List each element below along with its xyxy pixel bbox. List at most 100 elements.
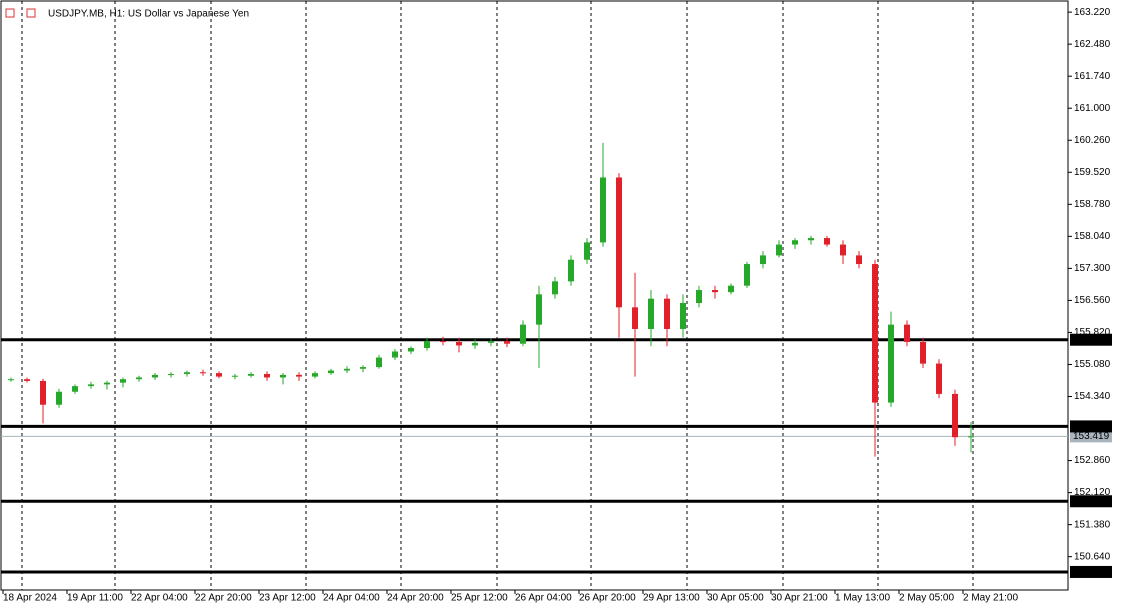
- y-tick-label: 154.340: [1074, 391, 1111, 402]
- current-price-label: 153.419: [1073, 431, 1110, 442]
- candle-body: [472, 342, 478, 346]
- candle-body: [200, 372, 206, 374]
- level-label: 150.287: [1073, 567, 1110, 578]
- x-tick-label: 29 Apr 13:00: [643, 593, 700, 604]
- candle-body: [936, 363, 942, 394]
- candle-body: [440, 341, 446, 343]
- candle-body: [360, 367, 366, 369]
- x-tick-label: 24 Apr 20:00: [387, 593, 444, 604]
- price-label-bg: [1070, 495, 1112, 508]
- candle-body: [344, 368, 350, 371]
- y-tick-label: 158.780: [1074, 199, 1111, 210]
- candle-body: [776, 244, 782, 256]
- candle-body: [632, 307, 638, 329]
- x-tick-label: 18 Apr 2024: [3, 593, 57, 604]
- candle-body: [792, 240, 798, 245]
- candle-body: [296, 374, 302, 377]
- candle-body: [680, 303, 686, 329]
- icon: [5, 8, 15, 18]
- candle-body: [664, 298, 670, 329]
- candle-body: [408, 348, 414, 352]
- candle-body: [968, 436, 974, 438]
- y-tick-label: 161.740: [1074, 71, 1111, 82]
- candle-body: [504, 341, 510, 344]
- candle-body: [264, 373, 270, 378]
- price-label-bg: [1070, 565, 1112, 578]
- candle-body: [104, 382, 110, 385]
- x-tick-label: 26 Apr 04:00: [515, 593, 572, 604]
- candle-body: [280, 374, 286, 378]
- x-tick-label: 24 Apr 04:00: [323, 593, 380, 604]
- y-tick-label: 160.260: [1074, 135, 1111, 146]
- candle-body: [40, 380, 46, 405]
- candle-body: [456, 341, 462, 346]
- candle-body: [376, 357, 382, 368]
- y-tick-label: 157.300: [1074, 263, 1111, 274]
- x-tick-label: 22 Apr 20:00: [195, 593, 252, 604]
- candle-body: [488, 341, 494, 343]
- x-tick-label: 30 Apr 05:00: [707, 593, 764, 604]
- candle-body: [744, 264, 750, 286]
- price-label-bg: [1070, 333, 1112, 346]
- candle-body: [328, 370, 334, 374]
- x-tick-label: 2 May 21:00: [963, 593, 1018, 604]
- candle-body: [392, 351, 398, 358]
- candle-body: [248, 373, 254, 376]
- x-tick-label: 25 Apr 12:00: [451, 593, 508, 604]
- candle-body: [856, 255, 862, 265]
- x-tick-label: 26 Apr 20:00: [579, 593, 636, 604]
- candle-body: [136, 377, 142, 380]
- y-tick-label: 155.820: [1074, 327, 1111, 338]
- plot-frame: [0, 0, 1069, 591]
- candle-body: [8, 379, 14, 381]
- candle-body: [872, 264, 878, 403]
- candle-body: [584, 242, 590, 260]
- y-tick-label: 159.520: [1074, 167, 1111, 178]
- candle-body: [808, 238, 814, 241]
- x-tick-label: 22 Apr 04:00: [131, 593, 188, 604]
- candle-body: [88, 384, 94, 387]
- candle-body: [216, 373, 222, 377]
- candle-body: [696, 290, 702, 304]
- y-tick-label: 163.220: [1074, 7, 1111, 18]
- y-tick-label: 155.080: [1074, 359, 1111, 370]
- candle-body: [728, 285, 734, 293]
- candle-body: [24, 379, 30, 381]
- candle-body: [520, 324, 526, 344]
- candle-body: [760, 255, 766, 265]
- candle-body: [616, 177, 622, 308]
- y-tick-label: 161.000: [1074, 103, 1111, 114]
- price-label-bg: [1070, 420, 1112, 433]
- icon: [26, 8, 36, 18]
- x-tick-label: 2 May 05:00: [899, 593, 954, 604]
- candle-body: [72, 386, 78, 392]
- level-label: 153.649: [1073, 421, 1110, 432]
- y-tick-label: 162.480: [1074, 39, 1111, 50]
- candle-body: [312, 373, 318, 377]
- candle-body: [600, 177, 606, 243]
- candle-body: [552, 281, 558, 295]
- y-tick-label: 150.640: [1074, 551, 1111, 562]
- candle-body: [424, 341, 430, 349]
- x-tick-label: 30 Apr 21:00: [771, 593, 828, 604]
- candle-body: [152, 374, 158, 378]
- candle-body: [536, 294, 542, 325]
- candle-body: [712, 290, 718, 293]
- candle-body: [232, 375, 238, 377]
- price-label-bg: [1070, 430, 1112, 443]
- x-tick-label: 19 Apr 11:00: [67, 593, 123, 604]
- chart-title: USDJPY.MB, H1: US Dollar vs Japanese Yen: [48, 9, 249, 20]
- x-tick-label: 23 Apr 12:00: [259, 593, 316, 604]
- candle-body: [952, 393, 958, 438]
- candle-body: [904, 324, 910, 342]
- candle-body: [184, 372, 190, 374]
- candle-body: [920, 341, 926, 364]
- level-label: 151.920: [1073, 496, 1110, 507]
- candle-body: [168, 373, 174, 375]
- y-tick-label: 152.120: [1074, 487, 1111, 498]
- candle-body: [888, 324, 894, 403]
- x-tick-label: 1 May 13:00: [835, 593, 890, 604]
- candle-body: [648, 298, 654, 329]
- y-tick-label: 156.560: [1074, 295, 1111, 306]
